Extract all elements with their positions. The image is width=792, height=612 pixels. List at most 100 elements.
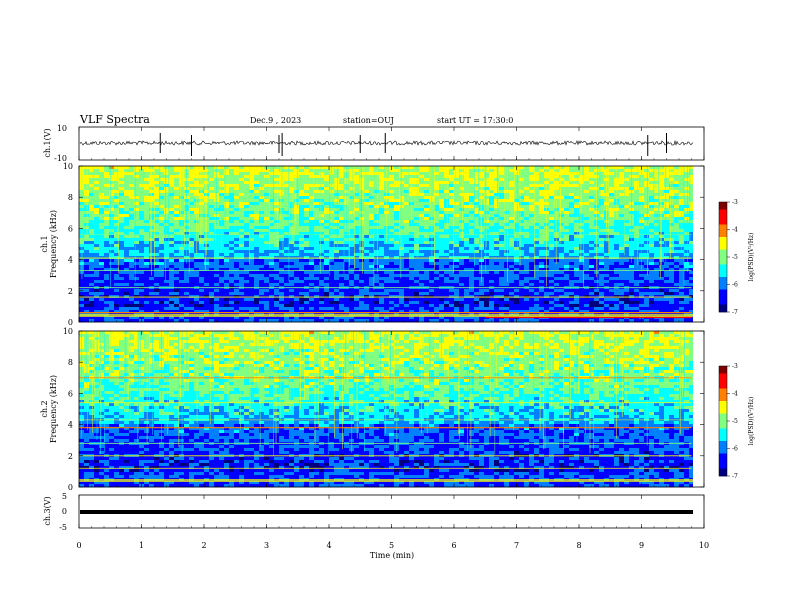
- spectrogram-cell: [94, 265, 100, 269]
- spectrogram-cell: [554, 268, 560, 272]
- spectrogram-cell: [494, 187, 500, 191]
- spectrogram-cell: [354, 172, 360, 176]
- spectrogram-cell: [414, 253, 420, 257]
- spectrogram-cell: [79, 274, 85, 278]
- spectrogram-cell: [304, 241, 310, 245]
- spectrogram-cell: [499, 169, 505, 173]
- spectrogram-cell: [284, 262, 290, 266]
- spectrogram-cell: [669, 241, 675, 245]
- spectrogram-cell: [514, 271, 520, 275]
- spectrogram-cell: [514, 181, 520, 185]
- spectrogram-cell: [189, 196, 195, 200]
- spectrogram-cell: [534, 217, 540, 221]
- spectrogram-cell: [99, 235, 105, 239]
- spectrogram-cell: [564, 274, 570, 278]
- spectrogram-cell: [509, 169, 515, 173]
- spectrogram-cell: [369, 202, 375, 206]
- spectrogram-cell: [469, 283, 475, 287]
- spectrogram-cell: [329, 259, 335, 263]
- spectrogram-cell: [319, 217, 325, 221]
- spectrogram-cell: [199, 190, 205, 194]
- spectrogram-cell: [624, 226, 630, 230]
- spectrogram-cell: [514, 196, 520, 200]
- spectrogram-cell: [159, 184, 165, 188]
- spectrogram-cell: [309, 226, 315, 230]
- spectrogram-cell: [324, 184, 330, 188]
- spectrogram-cell: [474, 205, 480, 209]
- spectrogram-cell: [339, 283, 345, 287]
- spectrogram-cell: [664, 250, 670, 254]
- spectrogram-cell: [129, 199, 135, 203]
- spectrogram-cell: [169, 193, 175, 197]
- spectrogram-cell: [504, 178, 510, 182]
- spectrogram-cell: [514, 175, 520, 179]
- spectrogram-cell: [169, 190, 175, 194]
- spectrogram-cell: [309, 280, 315, 284]
- spectrogram-cell: [494, 238, 500, 242]
- spectrogram-cell: [354, 223, 360, 227]
- spectrogram-cell: [124, 232, 130, 236]
- spectrogram-cell: [684, 283, 690, 287]
- spectrogram-cell: [124, 187, 130, 191]
- spectrogram-cell: [499, 187, 505, 191]
- spectrogram-cell: [484, 178, 490, 182]
- spectrogram-cell: [84, 259, 90, 263]
- spectrogram-cell: [589, 211, 595, 215]
- spectrogram-cell: [174, 178, 180, 182]
- spectrogram-cell: [499, 277, 505, 281]
- spectrogram-cell: [624, 268, 630, 272]
- spectrogram-cell: [294, 238, 300, 242]
- spectrogram-cell: [144, 199, 150, 203]
- spectrogram-cell: [264, 208, 270, 212]
- spectrogram-cell: [549, 214, 555, 218]
- spectrogram-cell: [219, 262, 225, 266]
- spectrogram-cell: [364, 268, 370, 272]
- spectrogram-cell: [599, 175, 605, 179]
- spectrogram-cell: [439, 196, 445, 200]
- spectrogram-cell: [444, 199, 450, 203]
- spectrogram-cell: [534, 187, 540, 191]
- spectrogram-cell: [344, 253, 350, 257]
- spectrogram-cell: [244, 184, 250, 188]
- spectrogram-cell: [624, 193, 630, 197]
- spectrogram-cell: [349, 199, 355, 203]
- spectrogram-cell: [134, 253, 140, 257]
- spectrogram-cell: [329, 283, 335, 287]
- spectrogram-cell: [529, 226, 535, 230]
- spectrogram-cell: [644, 250, 650, 254]
- spectrogram-cell: [489, 169, 495, 173]
- spectrogram-cell: [399, 277, 405, 281]
- spectrogram-cell: [199, 241, 205, 245]
- spectrogram-cell: [559, 271, 565, 275]
- spectrogram-cell: [134, 277, 140, 281]
- spectrogram-cell: [499, 220, 505, 224]
- spectrogram-cell: [509, 235, 515, 239]
- spectrogram-cell: [634, 184, 640, 188]
- spectrogram-cell: [309, 169, 315, 173]
- spectrogram-cell: [94, 262, 100, 266]
- spectrogram-cell: [459, 193, 465, 197]
- spectrogram-cell: [109, 277, 115, 281]
- spectrogram-cell: [589, 250, 595, 254]
- spectrogram-cell: [94, 205, 100, 209]
- spectrogram-cell: [399, 268, 405, 272]
- spectrogram-cell: [84, 217, 90, 221]
- spectrogram-cell: [154, 259, 160, 263]
- spectrogram-cell: [684, 277, 690, 281]
- spectrogram-cell: [94, 175, 100, 179]
- spectrogram-cell: [644, 232, 650, 236]
- spectrogram-cell: [209, 190, 215, 194]
- spectrogram-cell: [644, 262, 650, 266]
- spectrogram-cell: [349, 217, 355, 221]
- spectrogram-cell: [109, 205, 115, 209]
- spectrogram-cell: [289, 262, 295, 266]
- spectrogram-cell: [159, 196, 165, 200]
- spectrogram-cell: [374, 280, 380, 284]
- spectrogram-cell: [554, 259, 560, 263]
- spectrogram-cell: [214, 277, 220, 281]
- spectrogram-cell: [624, 265, 630, 269]
- spectrogram-cell: [169, 181, 175, 185]
- spectrogram-cell: [379, 190, 385, 194]
- spectrogram-cell: [464, 196, 470, 200]
- spectrogram-cell: [304, 244, 310, 248]
